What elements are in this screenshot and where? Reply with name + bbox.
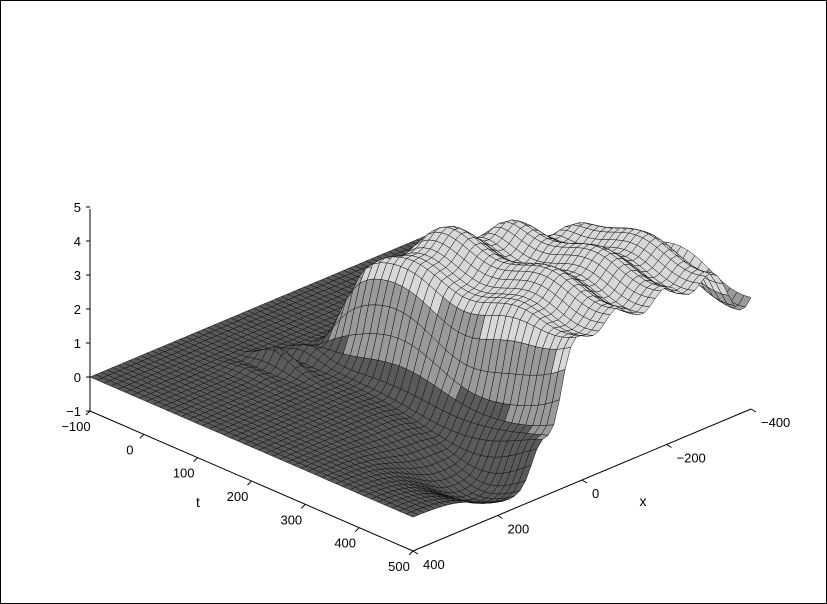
t-tick-mark bbox=[193, 457, 199, 463]
z-tick-label: 1 bbox=[74, 336, 81, 351]
t-tick-mark bbox=[354, 527, 360, 533]
t-tick-label: 100 bbox=[173, 466, 195, 481]
z-tick-label: 4 bbox=[74, 234, 81, 249]
t-ticks: −100 0 100 200 300 400 500 bbox=[61, 410, 414, 574]
z-tick-label: −1 bbox=[66, 404, 81, 419]
x-tick-label: −400 bbox=[761, 415, 790, 430]
x-tick-label: 0 bbox=[592, 486, 599, 501]
t-axis-label: t bbox=[196, 494, 200, 510]
x-ticks: −400 −200 0 200 400 bbox=[412, 408, 790, 572]
x-tick-label: 400 bbox=[423, 557, 445, 572]
mesh-cell bbox=[737, 295, 752, 308]
t-tick-label: 200 bbox=[227, 489, 249, 504]
x-axis-label: x bbox=[640, 493, 647, 509]
t-tick-mark bbox=[85, 410, 91, 416]
x-tick-label: 200 bbox=[508, 522, 530, 537]
t-tick-mark bbox=[139, 433, 145, 439]
z-tick-label: 3 bbox=[74, 268, 81, 283]
z-ticks: −1 0 1 2 3 4 5 bbox=[66, 200, 90, 419]
x-tick-mark bbox=[581, 479, 588, 484]
x-tick-mark bbox=[497, 515, 503, 519]
z-tick-label: 2 bbox=[74, 302, 81, 317]
t-tick-mark bbox=[408, 550, 414, 556]
t-tick-label: −100 bbox=[61, 419, 90, 434]
t-tick-label: 0 bbox=[126, 442, 133, 457]
x-tick-mark bbox=[412, 550, 419, 555]
t-tick-mark bbox=[247, 480, 252, 486]
t-tick-mark bbox=[300, 503, 306, 509]
t-tick-label: 500 bbox=[388, 559, 410, 574]
surface-mesh bbox=[89, 219, 752, 518]
z-tick-label: 5 bbox=[74, 200, 81, 215]
z-tick-label: 0 bbox=[74, 370, 81, 385]
t-tick-label: 400 bbox=[334, 536, 356, 551]
x-tick-label: −200 bbox=[677, 451, 706, 466]
t-tick-label: 300 bbox=[280, 512, 302, 527]
x-tick-mark bbox=[750, 408, 757, 413]
x-tick-mark bbox=[666, 444, 672, 448]
